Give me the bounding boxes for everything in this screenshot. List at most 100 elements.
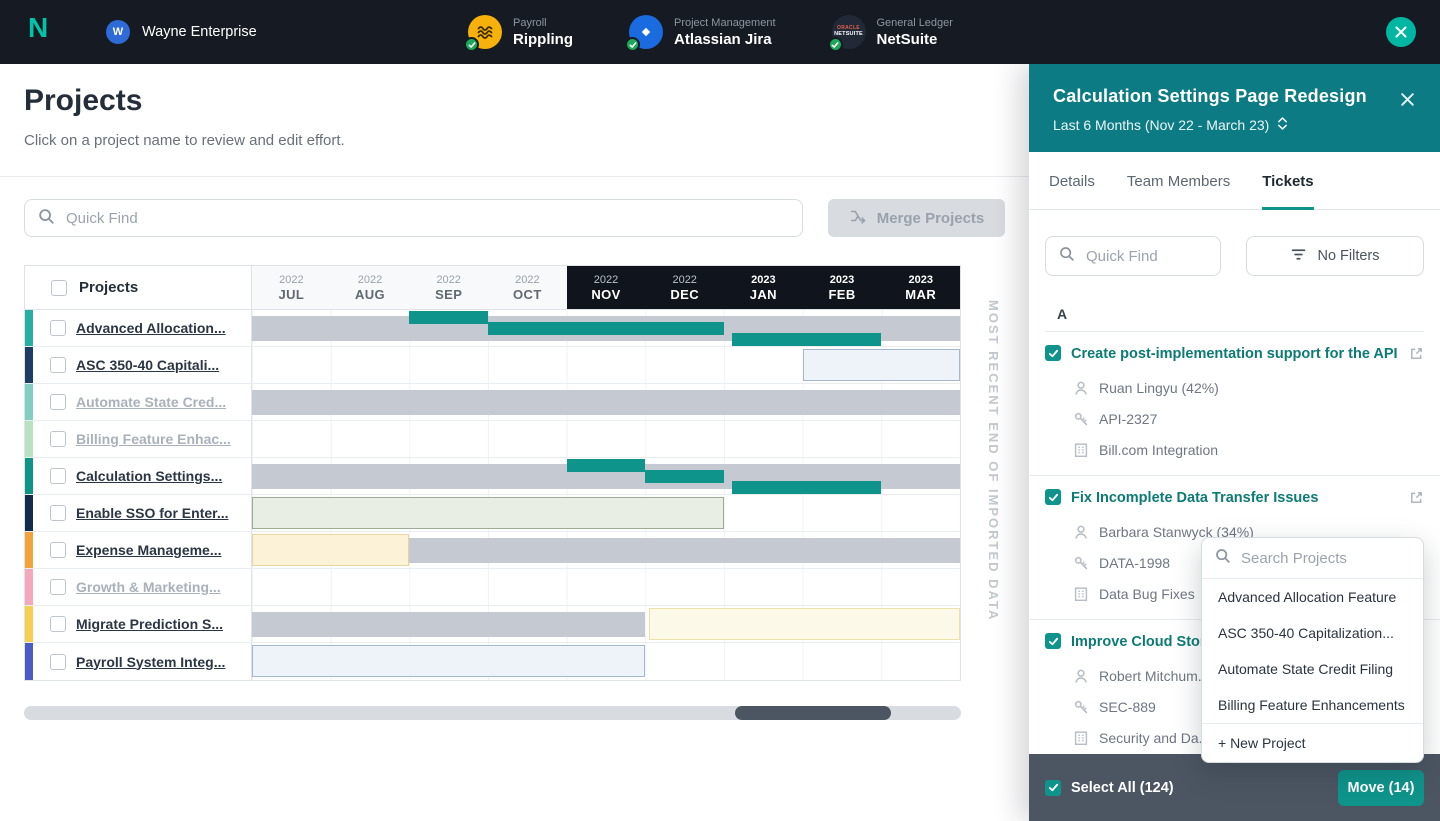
integration-atlassian-jira[interactable]: Project Management Atlassian Jira [625, 15, 776, 52]
chevron-updown-icon [1277, 116, 1288, 134]
tab-details[interactable]: Details [1049, 173, 1095, 190]
project-name-link[interactable]: Payroll System Integ... [76, 653, 226, 670]
external-link-icon[interactable] [1409, 345, 1424, 366]
table-header-row: Projects 2022 JUL 2022 AUG 2022 SEP 2022 OCT 202… [25, 266, 961, 310]
project-name-link[interactable]: ASC 350-40 Capitali... [76, 357, 220, 373]
rippling-icon [464, 15, 502, 52]
date-range-selector[interactable]: Last 6 Months (Nov 22 - March 23) [1053, 116, 1416, 134]
horizontal-scrollbar[interactable] [24, 706, 961, 720]
integration-name: NetSuite [876, 30, 938, 48]
projects-header-cell: Projects [25, 266, 252, 309]
imported-data-label: MOST RECENT END OF IMPORTED DATA [986, 300, 1001, 622]
project-checkbox[interactable] [50, 653, 66, 670]
month-header-aug: 2022 AUG [330, 266, 410, 309]
gantt-bar[interactable] [252, 390, 960, 415]
tab-team-members[interactable]: Team Members [1126, 173, 1231, 190]
project-option[interactable]: Advanced Allocation Feature [1218, 589, 1397, 605]
project-checkbox[interactable] [50, 357, 66, 373]
select-all-projects-checkbox[interactable] [51, 279, 67, 296]
integration-rippling[interactable]: Payroll Rippling [464, 15, 573, 52]
ticket-title-link[interactable]: Improve Cloud Stora... [1071, 634, 1226, 650]
ticket-checkbox[interactable] [1045, 345, 1061, 361]
project-row: Billing Feature Enhac... [25, 421, 960, 458]
tab-tickets[interactable]: Tickets [1262, 173, 1314, 210]
project-checkbox[interactable] [50, 320, 66, 336]
panel-close-icon[interactable] [1396, 88, 1418, 110]
project-name-link[interactable]: Growth & Marketing... [76, 579, 221, 595]
popup-search-input[interactable] [1239, 548, 1411, 568]
integration-name: Atlassian Jira [674, 30, 772, 48]
move-button[interactable]: Move (14) [1338, 769, 1424, 806]
numeric-logo-icon[interactable]: N [28, 12, 50, 43]
integration-netsuite[interactable]: ORACLE NETSUITE General Ledger NetSuite [827, 15, 953, 52]
move-to-project-popup: Advanced Allocation Feature ASC 350-40 Ca… [1201, 537, 1424, 763]
project-name-link[interactable]: Calculation Settings... [76, 468, 223, 484]
gantt-bar[interactable] [645, 470, 724, 483]
gantt-bar[interactable] [252, 645, 646, 677]
project-row: ASC 350-40 Capitali... [25, 347, 960, 384]
gantt-cell [252, 384, 960, 420]
date-range-label: Last 6 Months (Nov 22 - March 23) [1053, 117, 1270, 133]
month-header-jan: 2023 JAN [724, 266, 803, 309]
project-checkbox[interactable] [50, 505, 66, 521]
project-color-strip [25, 458, 33, 494]
project-option[interactable]: Automate State Credit Filing [1218, 661, 1394, 677]
ticket-checkbox[interactable] [1045, 633, 1061, 649]
external-link-icon[interactable] [1409, 489, 1424, 510]
gantt-bar[interactable] [488, 322, 724, 335]
scrollbar-thumb[interactable] [735, 706, 891, 720]
close-icon [1395, 26, 1407, 38]
project-cell: Calculation Settings... [25, 458, 252, 494]
project-name-link[interactable]: Expense Manageme... [76, 542, 222, 558]
ticket-project: Data Bug Fixes [1099, 586, 1195, 602]
ticket-checkbox[interactable] [1045, 489, 1061, 505]
project-checkbox[interactable] [50, 468, 66, 484]
filters-button[interactable]: No Filters [1246, 236, 1424, 276]
project-checkbox[interactable] [50, 616, 66, 632]
merge-projects-button[interactable]: Merge Projects [828, 199, 1005, 237]
gantt-bar[interactable] [252, 534, 410, 566]
gantt-bar[interactable] [731, 333, 882, 346]
project-color-strip [25, 643, 33, 680]
quick-find-input[interactable] [64, 208, 790, 228]
project-option[interactable]: Billing Feature Enhancements [1218, 697, 1405, 713]
project-name-link[interactable]: Automate State Cred... [76, 394, 227, 410]
ticket-title-link[interactable]: Fix Incomplete Data Transfer Issues [1071, 490, 1319, 506]
gantt-bar[interactable] [409, 311, 488, 324]
filter-icon [1290, 246, 1307, 267]
project-name-link[interactable]: Advanced Allocation... [76, 320, 226, 336]
page-title: Projects [24, 84, 143, 117]
project-option[interactable]: ASC 350-40 Capitalization... [1218, 625, 1394, 641]
project-checkbox[interactable] [50, 394, 66, 410]
new-project-option[interactable]: + New Project [1202, 723, 1423, 762]
project-checkbox[interactable] [50, 542, 66, 558]
gantt-bar[interactable] [731, 481, 882, 494]
project-checkbox[interactable] [50, 431, 66, 447]
gantt-bar[interactable] [409, 538, 960, 563]
project-row: Calculation Settings... [25, 458, 960, 495]
gantt-bar[interactable] [566, 459, 646, 472]
tickets-quick-find-input[interactable] [1084, 246, 1208, 266]
assignee-icon [1072, 523, 1090, 541]
integration-name: Rippling [513, 30, 573, 48]
popup-search[interactable] [1202, 538, 1423, 579]
ticket-title-link[interactable]: Create post-implementation support for t… [1071, 346, 1398, 362]
close-demo-button[interactable] [1386, 17, 1416, 47]
project-name-link[interactable]: Enable SSO for Enter... [76, 505, 229, 521]
gantt-bar[interactable] [802, 349, 960, 381]
project-icon [1072, 585, 1090, 603]
select-all-checkbox[interactable] [1045, 779, 1061, 796]
tickets-quick-find[interactable] [1045, 236, 1221, 276]
project-checkbox[interactable] [50, 579, 66, 595]
quick-find-search[interactable] [24, 199, 803, 237]
connected-check-icon [827, 37, 843, 52]
project-cell: Automate State Cred... [25, 384, 252, 420]
gantt-bar[interactable] [252, 612, 646, 637]
gantt-bar[interactable] [649, 608, 960, 640]
project-name-link[interactable]: Billing Feature Enhac... [76, 431, 231, 447]
project-color-strip [25, 384, 33, 420]
company-switcher[interactable]: W Wayne Enterprise [106, 0, 257, 64]
project-name-link[interactable]: Migrate Prediction S... [76, 616, 224, 632]
assignee-icon [1072, 379, 1090, 397]
gantt-bar[interactable] [252, 497, 724, 529]
